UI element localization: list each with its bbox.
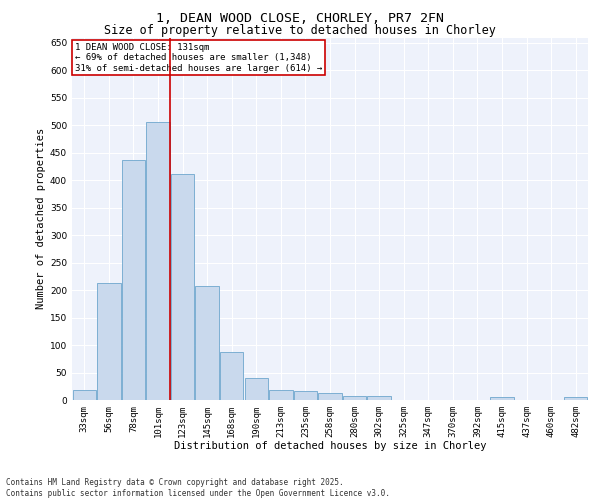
Y-axis label: Number of detached properties: Number of detached properties	[36, 128, 46, 310]
Bar	[269, 390, 293, 400]
Bar	[196, 286, 219, 400]
Text: 1 DEAN WOOD CLOSE: 131sqm
← 69% of detached houses are smaller (1,348)
31% of se: 1 DEAN WOOD CLOSE: 131sqm ← 69% of detac…	[74, 43, 322, 72]
Bar	[367, 396, 391, 400]
Bar	[171, 174, 194, 400]
Text: Contains HM Land Registry data © Crown copyright and database right 2025.
Contai: Contains HM Land Registry data © Crown c…	[6, 478, 390, 498]
Bar	[122, 160, 145, 400]
Bar	[343, 396, 366, 400]
Bar	[220, 352, 244, 400]
Bar	[146, 122, 170, 400]
Bar	[294, 390, 317, 400]
Bar	[319, 393, 341, 400]
Bar	[97, 283, 121, 400]
Text: Size of property relative to detached houses in Chorley: Size of property relative to detached ho…	[104, 24, 496, 37]
Bar	[73, 390, 96, 400]
Bar	[245, 378, 268, 400]
X-axis label: Distribution of detached houses by size in Chorley: Distribution of detached houses by size …	[174, 442, 486, 452]
Bar	[490, 396, 514, 400]
Text: 1, DEAN WOOD CLOSE, CHORLEY, PR7 2FN: 1, DEAN WOOD CLOSE, CHORLEY, PR7 2FN	[156, 12, 444, 26]
Bar	[564, 398, 587, 400]
